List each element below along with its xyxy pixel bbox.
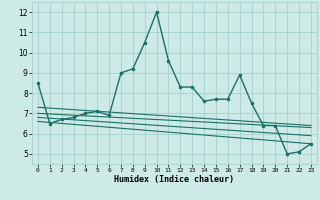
X-axis label: Humidex (Indice chaleur): Humidex (Indice chaleur) [115,175,234,184]
